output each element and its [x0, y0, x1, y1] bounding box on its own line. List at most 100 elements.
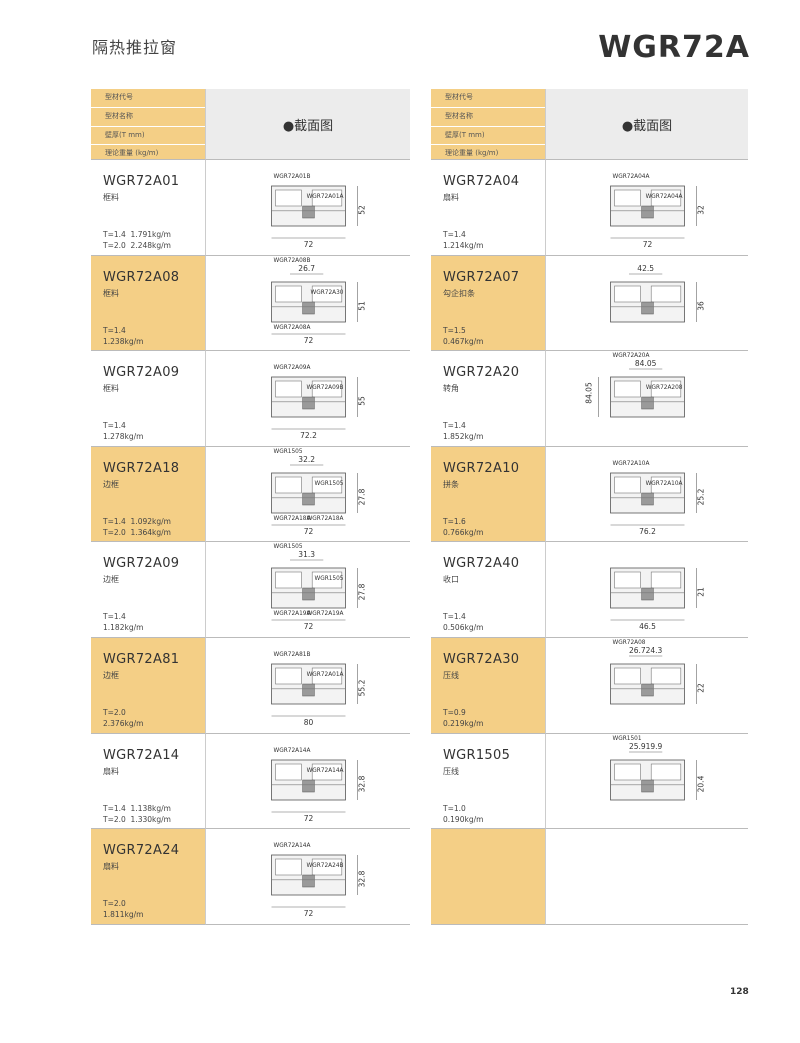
profile-name: 拼条	[443, 479, 459, 489]
code-cell: WGR72A08 框料 T=1.4 1.238kg/m	[91, 255, 205, 352]
thermal-strip	[302, 301, 315, 314]
dimension-label: 36	[697, 301, 706, 311]
part-label: WGR72A14A	[307, 768, 344, 774]
profile-name: 边框	[103, 671, 119, 680]
header-label: 型材代号	[91, 89, 205, 108]
spec-line: T=1.4	[443, 612, 466, 622]
header-label: 型材名称	[431, 108, 545, 127]
specs: T=1.4 1.852kg/m	[443, 420, 545, 442]
profile-drawing: 76.2 25.2 WGR72A10A WGR72A10A	[610, 461, 706, 536]
profile-chamber	[275, 189, 302, 207]
header-label: 壁厚(T mm)	[431, 127, 545, 146]
spec-line: T=2.0 1.364kg/m	[103, 527, 171, 537]
part-label: WGR72A09B	[307, 385, 344, 391]
thermal-strip	[302, 492, 315, 506]
specs: T=2.0 1.811kg/m	[103, 898, 205, 920]
thermal-strip	[641, 396, 654, 410]
specs: T=1.0 0.190kg/m	[443, 803, 545, 825]
profile-code: WGR72A10	[443, 460, 520, 476]
part-label: WGR72A10A	[646, 481, 683, 487]
code-cell: WGR72A24 扇料 T=2.0 1.811kg/m	[91, 829, 205, 925]
profile-chamber	[275, 667, 302, 685]
profile-chamber	[275, 572, 302, 589]
header-labels: 型材代号 型材名称 壁厚(T mm) 理论重量 (kg/m)	[431, 89, 545, 164]
profile-chamber	[614, 380, 641, 398]
part-label: WGR72A30	[311, 290, 344, 296]
profile-chamber	[650, 572, 682, 589]
dimension-label: 20.4	[697, 775, 706, 792]
dimension-label: 72	[304, 814, 314, 823]
page-number: 128	[730, 987, 749, 997]
spec-line: 0.506kg/m	[443, 623, 484, 633]
profile-chamber	[311, 763, 343, 780]
profile-drawing: 80 55.2 WGR72A81B WGR72A01A	[271, 652, 367, 727]
profile-chamber	[311, 667, 343, 685]
thermal-strip	[302, 683, 315, 697]
dimension-label: 27.8	[358, 488, 367, 505]
code-cell: WGR72A30 压线 T=0.9 0.219kg/m	[431, 638, 545, 734]
profile-name: 压线	[443, 766, 459, 776]
drawing-header: ●截面图	[205, 89, 410, 160]
profile-chamber	[311, 380, 343, 398]
profile-chamber	[275, 858, 302, 876]
profile-name: 框料	[103, 288, 119, 298]
code-cell: WGR1505 压线 T=1.0 0.190kg/m	[431, 733, 545, 830]
thermal-strip	[302, 874, 315, 888]
dimension-label: 31.3	[298, 550, 315, 559]
profile-drawing: 72.2 55 WGR72A09A WGR72A09B	[271, 365, 367, 440]
profile-drawing: 46.5 21	[610, 567, 706, 631]
specs: T=1.4 1.182kg/m	[103, 611, 205, 633]
spec-line: T=2.0	[103, 708, 126, 717]
spec-line: T=1.4 1.791kg/m	[103, 230, 171, 239]
profile-name: 框料	[103, 193, 119, 202]
profile-chamber	[614, 285, 641, 302]
specs: T=2.0 2.376kg/m	[103, 707, 205, 729]
profile-code: WGR72A09	[103, 365, 180, 381]
dimension-label: 46.5	[639, 622, 656, 631]
dimension-label: 84.05	[635, 359, 657, 368]
profile-chamber	[650, 763, 682, 780]
specs: T=0.9 0.219kg/m	[443, 707, 545, 729]
spec-line: T=1.4	[443, 421, 466, 431]
dimension-label: 55	[358, 396, 367, 406]
profile-name: 收口	[443, 575, 459, 585]
thermal-strip	[302, 588, 315, 601]
profile-chamber	[650, 285, 682, 302]
drawing-header: ●截面图	[545, 89, 748, 160]
dimension-label: 27.8	[358, 584, 367, 601]
spec-line: T=2.0 1.330kg/m	[103, 814, 171, 824]
thermal-strip	[641, 301, 654, 314]
dimension-label: 52	[358, 205, 367, 215]
spec-line: T=2.0 2.248kg/m	[103, 241, 171, 250]
thermal-strip	[302, 396, 315, 410]
profile-name: 压线	[443, 671, 459, 680]
profile-code: WGR72A18	[103, 460, 180, 476]
page-title: 隔热推拉窗	[92, 38, 178, 57]
drawing-cell: 72 32.8 WGR72A14A WGR72A24B	[205, 829, 410, 925]
specs: T=1.4 0.506kg/m	[443, 611, 545, 633]
profile-drawing: 20.4 25.9 19.9 WGR1501	[610, 736, 706, 800]
part-label: WGR72A81B	[274, 652, 311, 658]
profile-name: 扇料	[103, 862, 119, 872]
profile-name: 边框	[103, 479, 119, 489]
code-cell: WGR72A04 扇料 T=1.4 1.214kg/m	[431, 160, 545, 256]
dimension-label: 25.2	[697, 488, 706, 505]
part-label: WGR72A04A	[646, 194, 683, 200]
profile-drawing: 7227.832.2WGR1505WGR1505WGR72A18AWGR72A1…	[271, 449, 367, 536]
thermal-strip	[641, 588, 654, 601]
dimension-label: 26.7	[629, 646, 646, 655]
part-label: WGR72A18A	[274, 516, 311, 522]
spec-line: 1.214kg/m	[443, 241, 484, 250]
profile-code: WGR72A24	[103, 843, 180, 859]
code-cell: WGR72A09 框料 T=1.4 1.278kg/m	[91, 351, 205, 447]
profile-code: WGR72A20	[443, 365, 520, 381]
code-cell: WGR72A20 转角 T=1.4 1.852kg/m	[431, 351, 545, 447]
profile-drawing: 36 42.5	[610, 264, 706, 322]
spec-line: 1.238kg/m	[103, 336, 144, 346]
profile-drawing: 72 32.8 WGR72A14A WGR72A24B	[271, 843, 367, 918]
drawing-cell	[545, 829, 748, 925]
part-label: WGR1505	[274, 449, 303, 455]
drawing-cell: 84.05 84.05 WGR72A20A WGR72A208	[545, 351, 748, 447]
